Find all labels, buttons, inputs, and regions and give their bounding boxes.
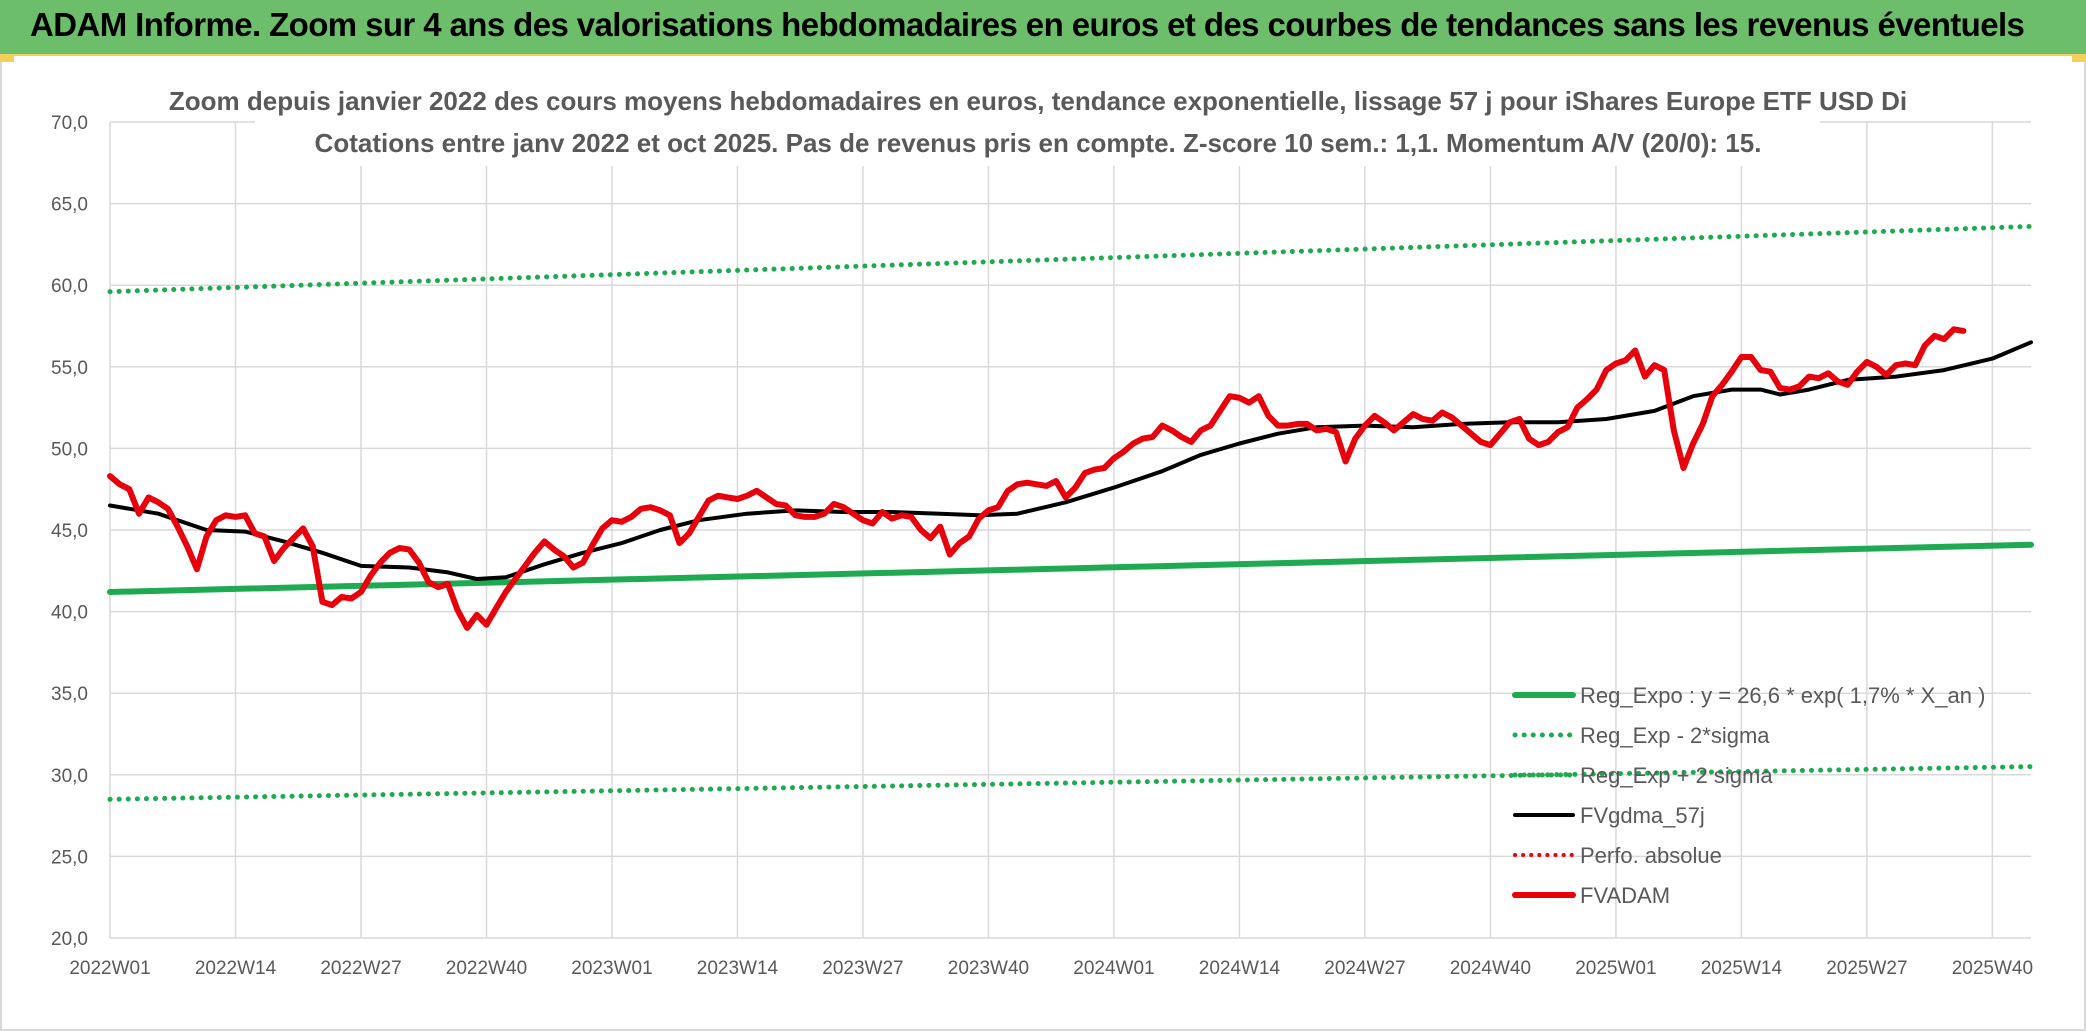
y-axis: 20,0 25,0 30,0 35,0 40,0 45,0 50,0 55,0 60,0 65,0… (51, 113, 88, 950)
y-tick-label: 70,0 (51, 113, 88, 134)
chart-legend: Reg_Expo : y = 26,6 * exp( 1,7% * X_an )… (1512, 683, 1985, 908)
x-tick-label: 2024W27 (1324, 958, 1405, 979)
x-tick-label: 2022W01 (69, 958, 150, 979)
x-tick-label: 2025W14 (1701, 958, 1783, 979)
y-tick-label: 20,0 (51, 929, 88, 950)
y-tick-label: 35,0 (51, 684, 88, 705)
chart-title-block: Zoom depuis janvier 2022 des cours moyen… (169, 78, 1907, 166)
x-tick-label: 2022W14 (195, 958, 277, 979)
legend-label: Reg_Exp + 2 sigma (1580, 763, 1773, 788)
report-banner: ADAM Informe. Zoom sur 4 ans des valoris… (0, 0, 2086, 56)
frame-corner-right (2072, 56, 2086, 62)
x-tick-label: 2025W40 (1952, 958, 2033, 979)
x-tick-label: 2025W27 (1826, 958, 1907, 979)
series-line-fvgdma-57j (108, 340, 2033, 581)
y-tick-label: 60,0 (51, 276, 88, 297)
x-tick-label: 2023W27 (822, 958, 903, 979)
y-tick-label: 50,0 (51, 439, 88, 460)
chart-title: Zoom depuis janvier 2022 des cours moyen… (169, 86, 1907, 116)
legend-label: Perfo. absolue (1580, 843, 1722, 868)
legend-label: Reg_Exp - 2*sigma (1580, 723, 1770, 748)
x-tick-label: 2023W40 (948, 958, 1029, 979)
x-tick-label: 2025W01 (1575, 958, 1656, 979)
legend-label: Reg_Expo : y = 26,6 * exp( 1,7% * X_an ) (1580, 683, 1985, 708)
series-line-fvadam (107, 326, 1967, 631)
x-tick-label: 2022W40 (446, 958, 527, 979)
x-tick-label: 2023W01 (571, 958, 652, 979)
chart-series (107, 223, 2034, 802)
x-axis: 2022W01 2022W14 2022W27 2022W40 2023W01 2023W… (69, 958, 2033, 979)
x-tick-label: 2024W01 (1073, 958, 1154, 979)
chart-frame (0, 56, 2086, 1031)
y-tick-label: 25,0 (51, 847, 88, 868)
x-tick-label: 2024W40 (1450, 958, 1531, 979)
x-tick-label: 2023W14 (697, 958, 779, 979)
chart-grid (109, 121, 2031, 939)
legend-label: FVADAM (1580, 883, 1670, 908)
series-line-reg-exp-2-sigma (107, 223, 2034, 295)
y-tick-label: 30,0 (51, 766, 88, 787)
series-line-reg-exp-2-sigma (107, 764, 2034, 802)
frame-corner-left (0, 56, 14, 62)
y-tick-label: 45,0 (51, 521, 88, 542)
y-tick-label: 65,0 (51, 195, 88, 216)
legend-label: FVgdma_57j (1580, 803, 1705, 828)
chart-subtitle: Cotations entre janv 2022 et oct 2025. P… (315, 128, 1762, 158)
x-tick-label: 2022W27 (320, 958, 401, 979)
chart-title-background (255, 78, 1820, 166)
report-title: ADAM Informe. Zoom sur 4 ans des valoris… (30, 6, 2025, 43)
y-tick-label: 55,0 (51, 358, 88, 379)
y-tick-label: 40,0 (51, 603, 88, 624)
x-tick-label: 2024W14 (1199, 958, 1281, 979)
